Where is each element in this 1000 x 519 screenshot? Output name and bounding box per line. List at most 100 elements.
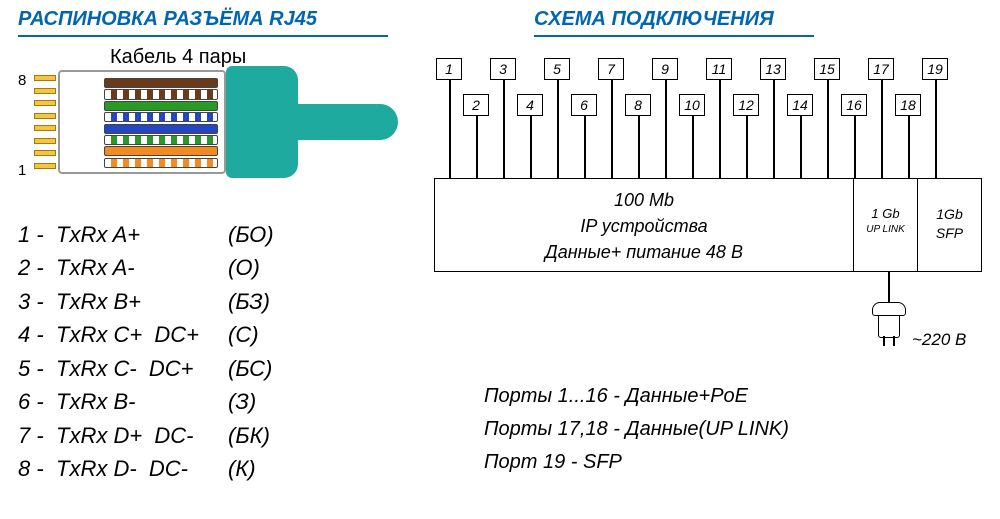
- port-line: [476, 116, 478, 178]
- pinout-row: 4 - TxRx C+ DC+(С): [18, 318, 274, 351]
- port-line: [530, 116, 532, 178]
- pinout-signal: TxRx D+ DC-: [56, 419, 228, 452]
- pinout-color-code: (БС): [228, 352, 272, 385]
- device-type: IP устройства: [435, 213, 853, 239]
- port-line: [638, 116, 640, 178]
- wire-pin-8: [104, 78, 218, 88]
- power-plug-icon: [868, 300, 912, 356]
- pinout-row: 5 - TxRx C- DC+(БС): [18, 352, 274, 385]
- rj45-connector-diagram: 8 1: [18, 70, 396, 180]
- wire-pin-1: [104, 158, 218, 168]
- legend-line-3: Порт 19 - SFP: [484, 446, 789, 479]
- switch-ports-diagram: 100 Mb IP устройства Данные+ питание 48 …: [428, 58, 988, 288]
- port-1: 1: [436, 58, 462, 80]
- wire-pin-6: [104, 101, 218, 111]
- pinout-signal: TxRx B-: [56, 385, 228, 418]
- pinout-signal: TxRx C- DC+: [56, 352, 228, 385]
- port-line: [773, 80, 775, 178]
- port-12: 12: [733, 94, 759, 116]
- port-line: [800, 116, 802, 178]
- port-7: 7: [598, 58, 624, 80]
- port-line: [692, 116, 694, 178]
- port-18: 18: [895, 94, 921, 116]
- pinout-row: 6 - TxRx B-(З): [18, 385, 274, 418]
- port-10: 10: [679, 94, 705, 116]
- rj45-cable: [294, 104, 398, 140]
- device-uplink-section: 1 Gb UP LINK: [853, 179, 917, 271]
- pinout-number: 6 -: [18, 385, 56, 418]
- pinout-color-code: (З): [228, 385, 256, 418]
- wire-pin-7: [104, 89, 218, 99]
- port-9: 9: [652, 58, 678, 80]
- pinout-row: 7 - TxRx D+ DC-(БК): [18, 419, 274, 452]
- pinout-number: 4 -: [18, 318, 56, 351]
- pinout-signal: TxRx D- DC-: [56, 452, 228, 485]
- port-11: 11: [706, 58, 732, 80]
- wire-pin-5: [104, 112, 218, 122]
- uplink-label: UP LINK: [854, 223, 917, 237]
- port-5: 5: [544, 58, 570, 80]
- pinout-row: 3 - TxRx B+(БЗ): [18, 285, 274, 318]
- port-19: 19: [922, 58, 948, 80]
- port-3: 3: [490, 58, 516, 80]
- port-line: [584, 116, 586, 178]
- pinout-number: 2 -: [18, 251, 56, 284]
- rj45-wires: [104, 78, 218, 169]
- port-8: 8: [625, 94, 651, 116]
- pinout-color-code: (БК): [228, 419, 270, 452]
- port-line: [746, 116, 748, 178]
- device-speed: 100 Mb: [435, 187, 853, 213]
- pinout-color-code: (БО): [228, 218, 274, 251]
- heading-schematic: СХЕМА ПОДКЛЮЧЕНИЯ: [534, 8, 814, 37]
- device-sfp-section: 1Gb SFP: [917, 179, 981, 271]
- cable-pairs-label: Кабель 4 пары: [110, 46, 246, 69]
- rj45-gold-contacts: [34, 72, 56, 172]
- pinout-signal: TxRx B+: [56, 285, 228, 318]
- port-13: 13: [760, 58, 786, 80]
- wire-pin-2: [104, 146, 218, 156]
- pin-number-1: 1: [18, 162, 26, 179]
- legend-line-2: Порты 17,18 - Данные(UP LINK): [484, 413, 789, 446]
- sfp-speed: 1Gb: [918, 205, 981, 224]
- pinout-number: 1 -: [18, 218, 56, 251]
- heading-pinout: РАСПИНОВКА РАЗЪЁМА RJ45: [18, 8, 388, 37]
- rj45-strain-relief: [226, 66, 298, 178]
- port-line: [719, 80, 721, 178]
- pinout-list: 1 - TxRx A+(БО)2 - TxRx A-(О)3 - TxRx B+…: [18, 218, 274, 486]
- pinout-number: 8 -: [18, 452, 56, 485]
- port-line: [881, 80, 883, 178]
- wire-pin-4: [104, 124, 218, 134]
- sfp-label: SFP: [918, 224, 981, 243]
- port-15: 15: [814, 58, 840, 80]
- pinout-number: 3 -: [18, 285, 56, 318]
- pinout-number: 7 -: [18, 419, 56, 452]
- port-14: 14: [787, 94, 813, 116]
- ports-legend: Порты 1...16 - Данные+PoE Порты 17,18 - …: [484, 380, 789, 479]
- device-block: 100 Mb IP устройства Данные+ питание 48 …: [434, 178, 982, 272]
- port-2: 2: [463, 94, 489, 116]
- pinout-signal: TxRx C+ DC+: [56, 318, 228, 351]
- pinout-row: 2 - TxRx A-(О): [18, 251, 274, 284]
- device-main-section: 100 Mb IP устройства Данные+ питание 48 …: [435, 179, 853, 271]
- port-line: [827, 80, 829, 178]
- pinout-color-code: (БЗ): [228, 285, 270, 318]
- pinout-signal: TxRx A-: [56, 251, 228, 284]
- pinout-color-code: (О): [228, 251, 260, 284]
- pinout-color-code: (К): [228, 452, 256, 485]
- port-line: [854, 116, 856, 178]
- port-line: [449, 80, 451, 178]
- wire-pin-3: [104, 135, 218, 145]
- power-voltage-label: ~220 В: [912, 330, 966, 350]
- port-line: [935, 80, 937, 178]
- pinout-signal: TxRx A+: [56, 218, 228, 251]
- uplink-speed: 1 Gb: [854, 205, 917, 223]
- pinout-row: 8 - TxRx D- DC-(К): [18, 452, 274, 485]
- legend-line-1: Порты 1...16 - Данные+PoE: [484, 380, 789, 413]
- device-power: Данные+ питание 48 В: [435, 239, 853, 265]
- port-line: [665, 80, 667, 178]
- port-17: 17: [868, 58, 894, 80]
- pinout-row: 1 - TxRx A+(БО): [18, 218, 274, 251]
- port-16: 16: [841, 94, 867, 116]
- port-line: [611, 80, 613, 178]
- port-line: [557, 80, 559, 178]
